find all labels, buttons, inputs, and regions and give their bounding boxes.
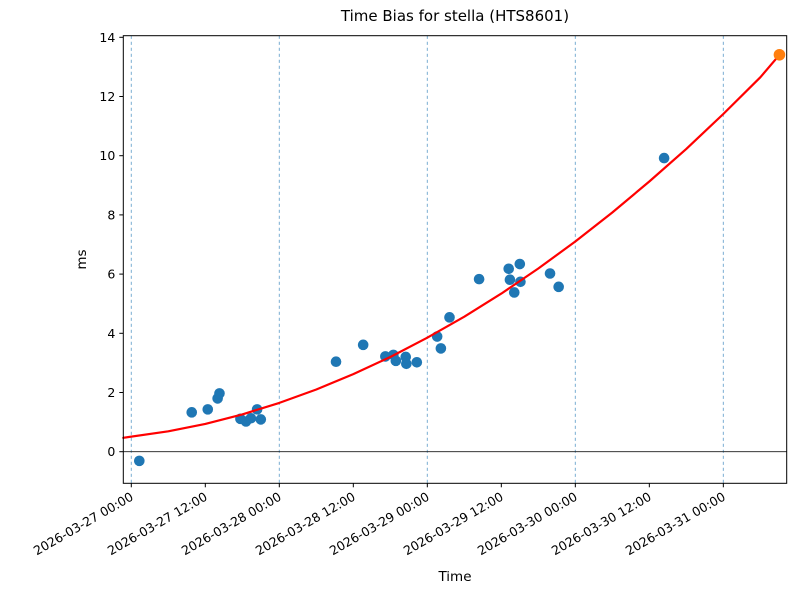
data-point [514,258,526,270]
y-tick-label: 4 [107,326,115,341]
fit-curve-layer [122,53,781,439]
plot-frame [122,35,788,484]
data-point [255,414,267,425]
data-point [508,287,520,298]
data-point [553,281,564,293]
gridline-layer [130,35,724,484]
data-point [411,357,423,368]
scatter-layer [134,152,670,467]
y-tick-label: 8 [107,207,115,222]
data-point [245,412,257,424]
x-axis-title: Time [437,569,471,585]
data-point [134,455,145,467]
data-point [473,273,485,285]
data-point [357,339,369,351]
data-point [330,356,342,368]
prediction-layer [773,48,786,61]
data-point [401,358,412,370]
data-point [435,343,447,354]
y-tick-label: 6 [107,267,115,282]
y-tick-label: 12 [99,89,115,104]
data-point [202,404,214,415]
y-axis-title: ms [74,249,90,269]
y-tick-label: 10 [99,148,115,163]
data-point [390,355,402,367]
y-tick-label: 14 [99,30,115,45]
chart-title: Time Bias for stella (HTS8601) [340,7,569,25]
y-tick-layer: 0 2 4 6 8 10 12 14 [99,30,124,459]
y-tick-label: 2 [107,385,115,400]
data-point [658,152,670,164]
data-point [503,263,515,275]
data-point [444,312,455,323]
predicted-point [773,48,786,61]
data-point [504,274,516,286]
fit-curve [122,53,781,439]
data-point [544,268,556,279]
data-point [186,407,198,418]
y-tick-label: 0 [107,444,115,459]
data-point [214,388,225,399]
